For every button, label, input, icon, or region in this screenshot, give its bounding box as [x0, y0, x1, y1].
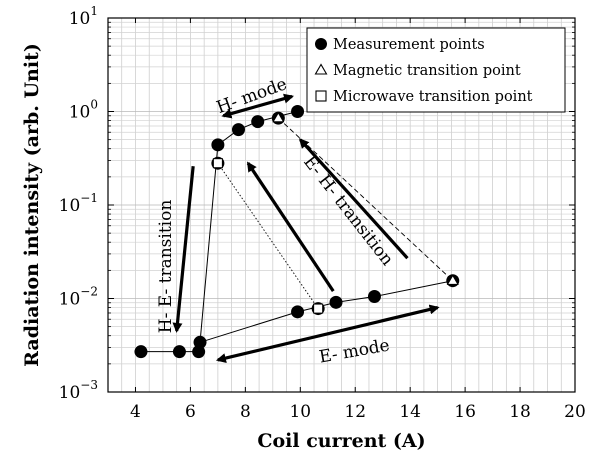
x-tick-label: 20: [564, 402, 586, 422]
transition-arrow: [172, 166, 195, 333]
data-markers: [134, 105, 460, 359]
measurement-point: [329, 295, 343, 309]
transition-connectors: [217, 117, 454, 309]
legend-marker-square: [315, 90, 327, 102]
ticks: 4 6 8 10 12 14 16 18 20 10−3 10−2 10−1 100 101: [59, 4, 586, 422]
legend-marker-circle: [315, 38, 327, 50]
transition-arrow: [298, 138, 409, 260]
magnetic-transition-point: [446, 274, 459, 285]
mode-arrow: [215, 304, 440, 363]
x-tick-label: 18: [509, 402, 531, 422]
legend-label: Magnetic transition point: [333, 63, 521, 79]
magnetic-transition-point: [272, 111, 285, 123]
measurement-point: [134, 345, 148, 359]
measurement-point: [172, 345, 186, 359]
microwave-transition-point: [212, 158, 223, 169]
x-tick-label: 14: [399, 402, 421, 422]
legend-label: Measurement points: [333, 37, 485, 53]
annotation-label: H- E- transition: [156, 200, 176, 334]
measurement-point: [231, 123, 245, 137]
legend-marker-triangle: [314, 63, 328, 75]
x-tick-label: 8: [240, 402, 251, 422]
measurement-point: [291, 305, 305, 319]
mode-arrow: [221, 93, 294, 119]
x-tick-label: 10: [289, 402, 311, 422]
transition-connector: [217, 162, 319, 309]
x-axis-label: Coil current (A): [257, 430, 425, 452]
y-tick-label: 100: [69, 98, 98, 123]
legend-label: Microwave transition point: [333, 89, 533, 105]
x-tick-label: 6: [185, 402, 196, 422]
y-axis-label: Radiation intensity (arb. Unit): [21, 43, 43, 367]
x-tick-label: 4: [130, 402, 141, 422]
measurement-point: [193, 335, 207, 349]
legend-box: [306, 27, 566, 113]
y-tick-label: 101: [69, 4, 98, 29]
x-tick-label: 16: [454, 402, 476, 422]
y-tick-label: 10−3: [59, 378, 98, 403]
legend: Measurement points Magnetic transition po…: [306, 27, 566, 113]
measurement-point: [211, 138, 225, 152]
measurement-point: [251, 115, 265, 129]
y-tick-label: 10−2: [59, 285, 98, 310]
microwave-transition-point: [313, 303, 324, 314]
measurement-point: [291, 105, 305, 118]
x-tick-label: 12: [344, 402, 366, 422]
y-tick-label: 10−1: [59, 191, 98, 216]
annotation-label: E- mode: [318, 335, 392, 367]
transition-arrow: [246, 161, 335, 292]
arrows: [172, 93, 440, 363]
measurement-point: [367, 290, 381, 304]
